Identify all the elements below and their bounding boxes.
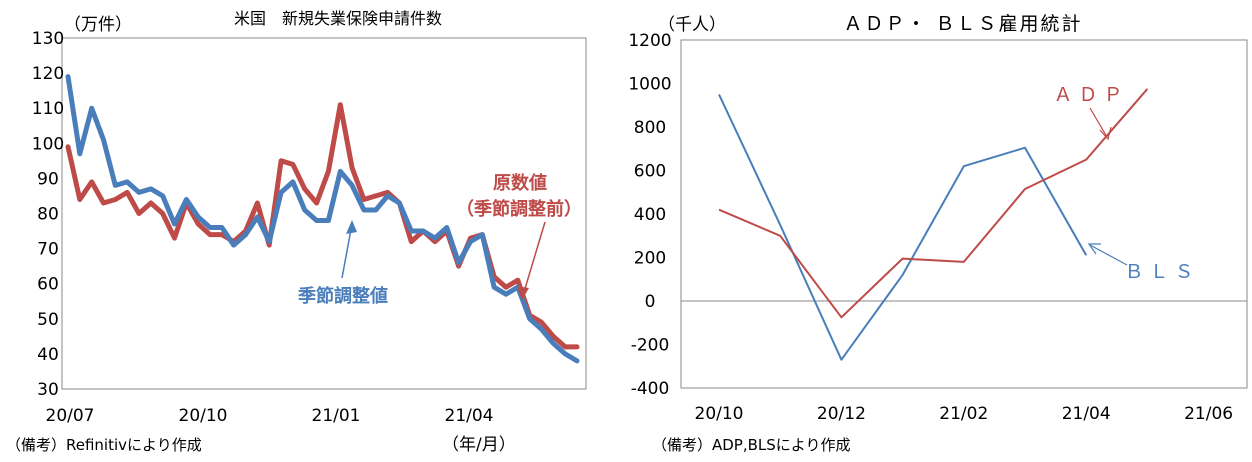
employment-series xyxy=(718,88,1149,361)
claims-x-unit: （年/月） xyxy=(442,435,516,455)
employment-x-ticks: 20/10 20/12 21/02 21/04 21/06 xyxy=(695,404,1234,424)
employment-plot-frame xyxy=(680,39,1248,389)
employment-x-tick-label: 20/10 xyxy=(695,404,744,424)
claims-x-tick-label: 20/10 xyxy=(179,406,228,426)
claims-y-tick-label: 70 xyxy=(37,240,59,260)
nsa-series-sublabel: （季節調整前） xyxy=(456,198,582,220)
claims-x-ticks: 20/07 20/10 21/01 21/04 xyxy=(46,406,494,426)
employment-source-note: （備考）ADP,BLSにより作成 xyxy=(652,436,851,454)
sa-series-label: 季節調整値 xyxy=(298,285,388,307)
nsa-series-label: 原数値 xyxy=(493,172,547,194)
claims-plot-frame xyxy=(61,37,587,390)
claims-x-tick-label: 21/01 xyxy=(312,406,361,426)
employment-y-tick-label: 400 xyxy=(634,205,666,225)
employment-x-tick-label: 21/04 xyxy=(1062,404,1111,424)
nsa-series-line xyxy=(65,102,580,350)
claims-y-tick-label: 40 xyxy=(37,345,59,365)
claims-y-tick-label: 30 xyxy=(37,380,59,400)
employment-y-tick-label: 600 xyxy=(634,162,666,182)
claims-y-tick-label: 50 xyxy=(37,310,59,330)
bls-label-arrowhead xyxy=(1087,243,1101,255)
employment-chart-title: ＡＤＰ・ ＢＬＳ雇用統計 xyxy=(843,13,1082,35)
employment-y-tick-label: 200 xyxy=(634,249,666,269)
claims-y-ticks: 30 40 50 60 70 80 90 100 110 120 130 xyxy=(32,29,64,400)
employment-x-tick-label: 21/02 xyxy=(939,404,988,424)
adp-label-arrow-line xyxy=(1089,107,1108,138)
employment-y-tick-label: 0 xyxy=(645,292,656,312)
nsa-label-arrowhead xyxy=(517,286,529,300)
adp-series-label: ＡＤＰ xyxy=(1053,84,1128,106)
employment-chart: ＡＤＰ・ ＢＬＳ雇用統計 （千人） -400 -200 0 200 400 600 800 1… xyxy=(628,13,1248,454)
claims-y-tick-label: 80 xyxy=(37,205,59,225)
claims-x-tick-label: 20/07 xyxy=(46,406,95,426)
claims-y-tick-label: 120 xyxy=(32,64,64,84)
bls-series-label: ＢＬＳ xyxy=(1124,261,1199,283)
nsa-label-arrow-line xyxy=(523,221,546,293)
claims-y-tick-label: 60 xyxy=(37,275,59,295)
bls-label-arrow-line xyxy=(1089,244,1128,266)
employment-y-tick-label: 800 xyxy=(634,118,666,138)
employment-y-tick-label: -400 xyxy=(631,379,670,399)
sa-series-line xyxy=(65,74,580,364)
employment-x-tick-label: 21/06 xyxy=(1184,404,1233,424)
claims-y-tick-label: 110 xyxy=(32,99,64,119)
claims-y-tick-label: 90 xyxy=(37,169,59,189)
claims-source-note: （備考）Refinitivにより作成 xyxy=(6,436,202,454)
employment-y-tick-label: 1000 xyxy=(628,75,671,95)
claims-y-tick-label: 100 xyxy=(32,134,64,154)
claims-y-tick-label: 130 xyxy=(32,29,64,49)
employment-y-unit: （千人） xyxy=(658,15,726,35)
employment-x-tick-label: 20/12 xyxy=(817,404,866,424)
claims-chart: 米国 新規失業保険申請件数 （万件） 30 40 50 60 70 80 90 100 110 1… xyxy=(6,9,587,455)
claims-series xyxy=(65,74,580,364)
employment-y-tick-label: -200 xyxy=(631,336,670,356)
adp-series-line xyxy=(718,88,1149,319)
claims-chart-title: 米国 新規失業保険申請件数 xyxy=(234,9,442,28)
claims-x-tick-label: 21/04 xyxy=(445,406,494,426)
claims-y-unit: （万件） xyxy=(64,15,132,35)
employment-y-tick-label: 1200 xyxy=(628,31,671,51)
bls-series-line xyxy=(718,93,1088,361)
sa-label-arrowhead xyxy=(346,220,357,234)
employment-y-ticks: -400 -200 0 200 400 600 800 1000 1200 xyxy=(628,31,671,399)
adp-label-arrowhead xyxy=(1099,126,1112,141)
